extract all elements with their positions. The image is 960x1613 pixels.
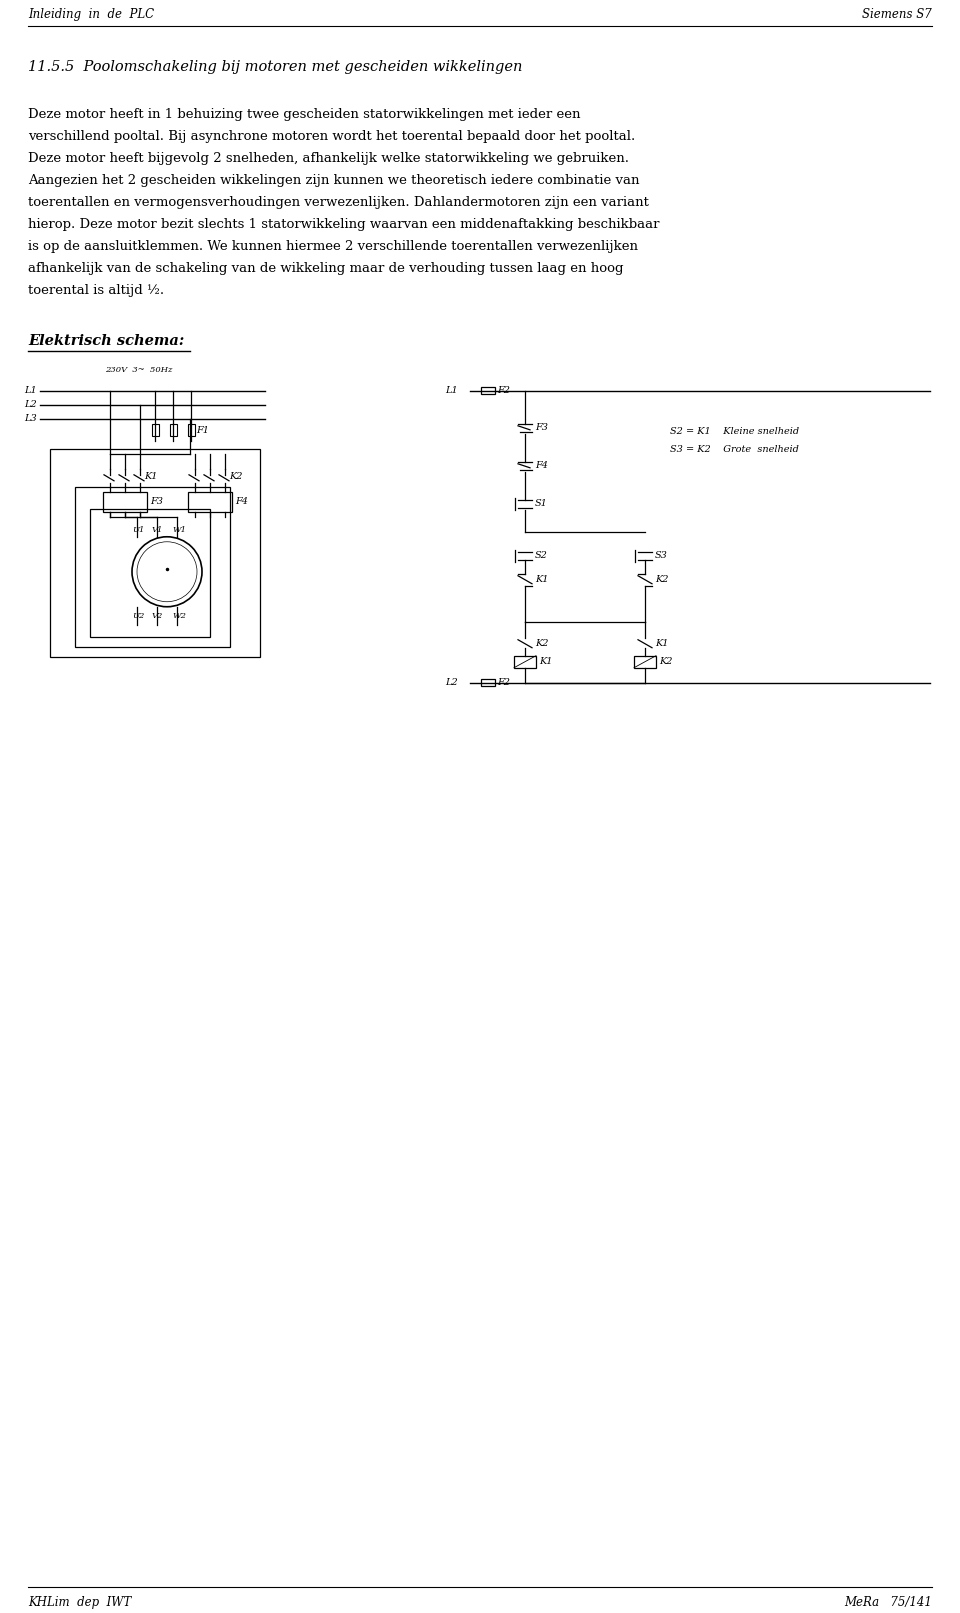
Bar (188, 492, 232, 511)
Bar (75, 487, 230, 647)
Text: toerental is altijd ½.: toerental is altijd ½. (28, 284, 164, 297)
Bar (152, 424, 158, 436)
Text: F4: F4 (235, 497, 248, 506)
Text: W1: W1 (172, 526, 186, 534)
Text: V1: V1 (152, 526, 163, 534)
Text: verschillend pooltal. Bij asynchrone motoren wordt het toerental bepaald door he: verschillend pooltal. Bij asynchrone mot… (28, 131, 636, 144)
Text: Aangezien het 2 gescheiden wikkelingen zijn kunnen we theoretisch iedere combina: Aangezien het 2 gescheiden wikkelingen z… (28, 174, 639, 187)
Bar (514, 656, 536, 668)
Text: K1: K1 (539, 656, 553, 666)
Text: Siemens S7: Siemens S7 (862, 8, 932, 21)
Text: 11.5.5  Poolomschakeling bij motoren met gescheiden wikkelingen: 11.5.5 Poolomschakeling bij motoren met … (28, 60, 522, 74)
Text: F4: F4 (535, 461, 548, 471)
Text: S3: S3 (655, 552, 668, 560)
Text: L3: L3 (24, 415, 37, 423)
Text: K2: K2 (229, 473, 243, 481)
Text: Deze motor heeft bijgevolg 2 snelheden, afhankelijk welke statorwikkeling we geb: Deze motor heeft bijgevolg 2 snelheden, … (28, 152, 629, 165)
Text: F1: F1 (196, 426, 209, 436)
Text: KHLim  dep  IWT: KHLim dep IWT (28, 1597, 132, 1610)
Text: MeRa   75/141: MeRa 75/141 (844, 1597, 932, 1610)
Text: L1: L1 (445, 387, 458, 395)
Bar (481, 387, 495, 394)
Text: K1: K1 (535, 576, 548, 584)
Text: afhankelijk van de schakeling van de wikkeling maar de verhouding tussen laag en: afhankelijk van de schakeling van de wik… (28, 261, 623, 274)
Bar (187, 424, 195, 436)
Text: S2: S2 (535, 552, 548, 560)
Bar (481, 679, 495, 686)
Bar (634, 656, 656, 668)
Text: K2: K2 (655, 576, 668, 584)
Bar (170, 424, 177, 436)
Text: Elektrisch schema:: Elektrisch schema: (28, 334, 184, 348)
Text: L2: L2 (24, 400, 37, 410)
Circle shape (132, 537, 202, 606)
Text: K1: K1 (144, 473, 157, 481)
Bar (50, 448, 260, 656)
Text: K1: K1 (655, 639, 668, 648)
Bar (103, 492, 147, 511)
Text: U2: U2 (132, 611, 144, 619)
Text: F3: F3 (535, 423, 548, 432)
Text: S1: S1 (535, 500, 548, 508)
Text: is op de aansluitklemmen. We kunnen hiermee 2 verschillende toerentallen verweze: is op de aansluitklemmen. We kunnen hier… (28, 240, 638, 253)
Text: K2: K2 (659, 656, 673, 666)
Bar (90, 508, 210, 637)
Text: F3: F3 (150, 497, 163, 506)
Text: L2: L2 (445, 677, 458, 687)
Text: toerentallen en vermogensverhoudingen verwezenlijken. Dahlandermotoren zijn een : toerentallen en vermogensverhoudingen ve… (28, 195, 649, 210)
Text: K2: K2 (535, 639, 548, 648)
Text: Deze motor heeft in 1 behuizing twee gescheiden statorwikkelingen met ieder een: Deze motor heeft in 1 behuizing twee ges… (28, 108, 581, 121)
Text: S2 = K1    Kleine snelheid: S2 = K1 Kleine snelheid (670, 427, 799, 437)
Text: L1: L1 (24, 387, 37, 395)
Text: U1: U1 (132, 526, 144, 534)
Text: hierop. Deze motor bezit slechts 1 statorwikkeling waarvan een middenaftakking b: hierop. Deze motor bezit slechts 1 stato… (28, 218, 660, 231)
Text: V2: V2 (152, 611, 163, 619)
Circle shape (137, 542, 197, 602)
Text: 230V  3~  50Hz: 230V 3~ 50Hz (105, 366, 173, 374)
Text: S3 = K2    Grote  snelheid: S3 = K2 Grote snelheid (670, 445, 799, 455)
Text: F2: F2 (497, 387, 510, 395)
Text: W2: W2 (172, 611, 186, 619)
Text: Inleiding  in  de  PLC: Inleiding in de PLC (28, 8, 155, 21)
Text: F2: F2 (497, 677, 510, 687)
